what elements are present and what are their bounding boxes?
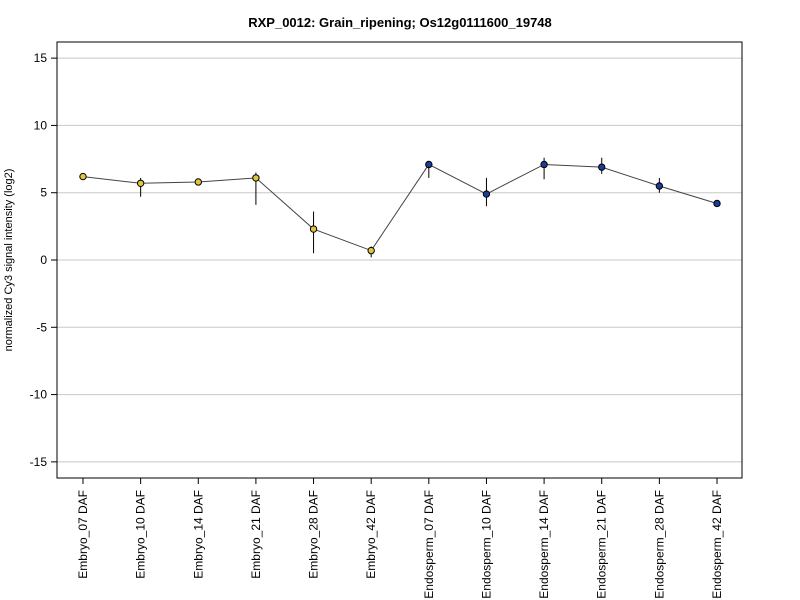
data-point	[713, 199, 721, 208]
x-tick-label: Embryo_07 DAF	[76, 490, 90, 579]
data-point	[252, 174, 260, 182]
data-point	[367, 246, 375, 255]
x-tick-label: Embryo_28 DAF	[307, 490, 321, 579]
x-tick-label: Embryo_42 DAF	[364, 490, 378, 579]
chart-title: RXP_0012: Grain_ripening; Os12g0111600_1…	[248, 15, 552, 30]
data-point	[482, 190, 491, 198]
y-tick-label: 5	[40, 186, 47, 200]
data-point	[540, 160, 548, 169]
data-point	[79, 172, 87, 181]
data-points	[79, 160, 721, 255]
x-tick-label: Endosperm_14 DAF	[537, 490, 551, 599]
grid-lines	[57, 57, 742, 463]
x-tick-label: Embryo_10 DAF	[134, 490, 148, 579]
x-tick-label: Embryo_21 DAF	[249, 490, 263, 579]
y-tick-label: 0	[40, 253, 47, 267]
data-point	[136, 179, 145, 187]
series-line	[82, 163, 718, 252]
y-tick-label: -10	[30, 388, 48, 402]
data-point	[309, 225, 318, 233]
data-point	[425, 160, 433, 169]
y-tick-label: -15	[30, 455, 48, 469]
x-tick-label: Endosperm_42 DAF	[710, 490, 724, 599]
x-tick-label: Embryo_14 DAF	[191, 490, 205, 579]
data-point	[598, 163, 606, 171]
y-axis-title: normalized Cy3 signal intensity (log2)	[3, 169, 15, 352]
series-line-layer	[82, 163, 718, 252]
x-tick-label: Endosperm_07 DAF	[422, 490, 436, 599]
y-tick-label: -5	[36, 320, 47, 334]
y-axis: -15 -10 -5 0 5 10 15	[30, 51, 57, 469]
data-point	[655, 182, 664, 190]
x-tick-label: Endosperm_28 DAF	[652, 490, 666, 599]
y-tick-label: 15	[34, 51, 48, 65]
data-point	[194, 178, 202, 186]
y-tick-label: 10	[34, 118, 48, 132]
x-tick-label: Endosperm_10 DAF	[479, 490, 493, 599]
x-tick-label: Endosperm_21 DAF	[595, 490, 609, 599]
x-axis: Embryo_07 DAF Embryo_10 DAF Embryo_14 DAF E…	[76, 478, 724, 599]
